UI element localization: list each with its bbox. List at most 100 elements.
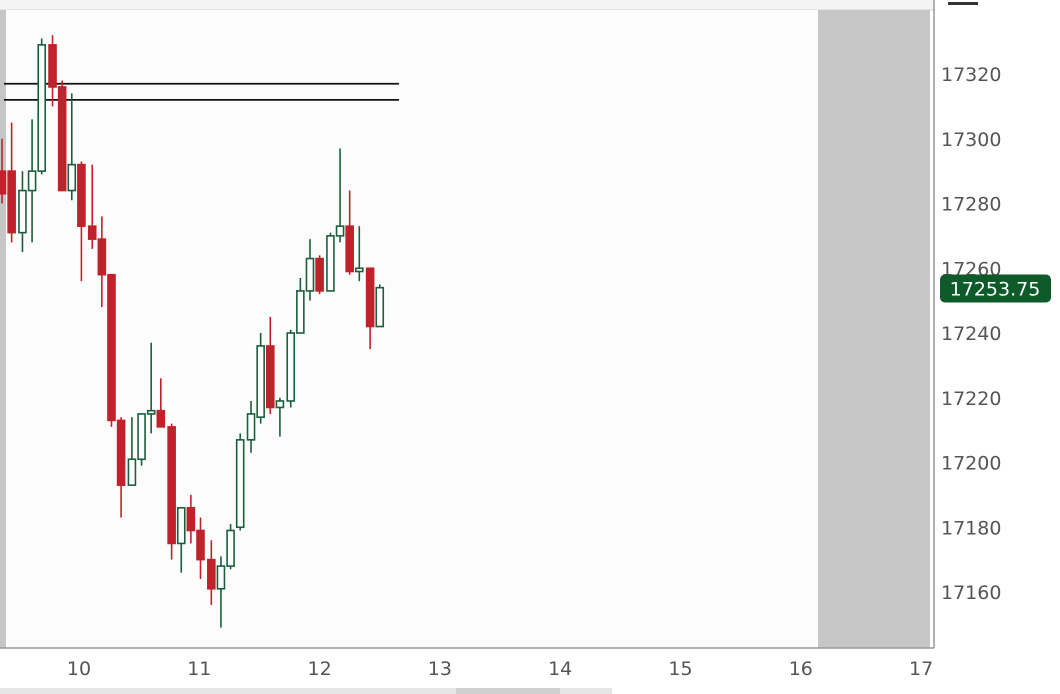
candle-body <box>87 225 97 240</box>
candle-body <box>37 44 47 172</box>
candle-up <box>296 277 305 334</box>
candle-body <box>246 413 256 441</box>
candle-down <box>265 316 275 414</box>
horizontal-lines <box>4 82 399 101</box>
candle-down <box>107 273 116 427</box>
candle-body <box>326 235 335 292</box>
candle-body <box>176 507 186 545</box>
candle-up <box>18 171 27 253</box>
candle-up <box>127 417 137 486</box>
candle-down <box>48 35 57 107</box>
candle-up <box>335 148 345 243</box>
candle-body <box>97 238 107 276</box>
candle-down <box>57 80 67 192</box>
candle-down <box>315 255 324 295</box>
price-tick-label: 17220 <box>941 388 1001 410</box>
left-scrollbar[interactable] <box>0 10 6 648</box>
candle-down <box>116 417 126 518</box>
candle-down <box>186 494 196 544</box>
candle-body <box>127 458 137 486</box>
candle-up <box>286 329 296 408</box>
candle-body <box>0 170 7 195</box>
candle-body <box>375 286 385 328</box>
candle-body <box>186 507 196 532</box>
candle-body <box>137 413 146 461</box>
candle-body <box>345 225 354 273</box>
candle-body <box>365 267 375 328</box>
candle-body <box>315 257 324 292</box>
candle-body <box>226 529 235 567</box>
plot-area <box>6 10 818 648</box>
time-tick-label: 11 <box>187 658 211 680</box>
candle-body <box>167 426 176 545</box>
bottom-scrollbar-thumb[interactable] <box>456 688 560 694</box>
candle-down <box>77 161 86 282</box>
time-axis-ticks: 10 11 12 13 14 15 16 17 <box>67 658 933 680</box>
candle-up <box>235 433 245 531</box>
candle-body <box>296 290 305 334</box>
candle-down <box>7 122 16 243</box>
candle-down <box>207 540 216 605</box>
candle-down <box>196 517 205 580</box>
price-tick-label: 17280 <box>941 194 1001 216</box>
candle-up <box>37 38 47 175</box>
candle-up <box>375 284 385 328</box>
candle-down <box>345 190 354 275</box>
candle-body <box>256 345 265 418</box>
candle-up <box>67 93 77 201</box>
candle-body <box>216 565 226 590</box>
price-tick-label: 17320 <box>941 64 1001 86</box>
time-tick-label: 14 <box>548 658 572 680</box>
candle-body <box>18 189 27 234</box>
candle-up <box>226 524 235 570</box>
time-tick-label: 17 <box>909 658 933 680</box>
candle-body <box>67 163 77 192</box>
candle-body <box>265 345 275 409</box>
candle-body <box>275 400 285 409</box>
price-tick-label: 17240 <box>941 323 1001 345</box>
candle-body <box>57 86 67 192</box>
candle-up <box>146 342 156 434</box>
candle-body <box>7 170 16 234</box>
candle-up <box>275 397 285 437</box>
candle-up <box>27 119 37 243</box>
candle-body <box>156 409 166 428</box>
last-price-value: 17253.75 <box>950 278 1041 300</box>
time-tick-label: 12 <box>308 658 332 680</box>
candle-body <box>27 170 37 192</box>
last-price-badge: 17253.75 <box>940 274 1051 303</box>
price-tick-label: 17180 <box>941 517 1001 539</box>
price-tick-label: 17200 <box>941 453 1001 475</box>
candle-down <box>167 423 176 560</box>
candle-up <box>216 556 226 628</box>
candle-up <box>246 400 256 453</box>
candle-up <box>354 226 364 282</box>
candle-body <box>207 558 216 590</box>
candle-up <box>256 333 265 424</box>
last-price-badge-box <box>940 274 1051 303</box>
price-tick-label: 17300 <box>941 129 1001 151</box>
time-tick-label: 15 <box>668 658 692 680</box>
time-tick-label: 13 <box>428 658 452 680</box>
candle-down <box>97 216 107 308</box>
top-strip <box>0 0 935 10</box>
candle-up <box>326 232 335 292</box>
candle-up <box>137 413 146 466</box>
candle-body <box>146 409 156 415</box>
candle-down <box>156 378 166 428</box>
candle-body <box>196 529 205 561</box>
right-margin-shade <box>818 10 930 648</box>
menu-icon[interactable] <box>948 2 978 5</box>
candle-up <box>305 239 315 301</box>
candle-down <box>365 267 375 350</box>
bottom-scrollbar-track[interactable] <box>0 688 612 694</box>
candles <box>0 35 385 628</box>
candle-body <box>235 439 245 529</box>
candle-down <box>0 138 7 204</box>
time-tick-label: 16 <box>789 658 813 680</box>
price-axis-ticks: 1732017300172801726017240172201720017180… <box>941 64 1001 604</box>
candle-body <box>107 273 116 422</box>
candle-body <box>335 225 345 237</box>
candle-down <box>87 164 97 249</box>
